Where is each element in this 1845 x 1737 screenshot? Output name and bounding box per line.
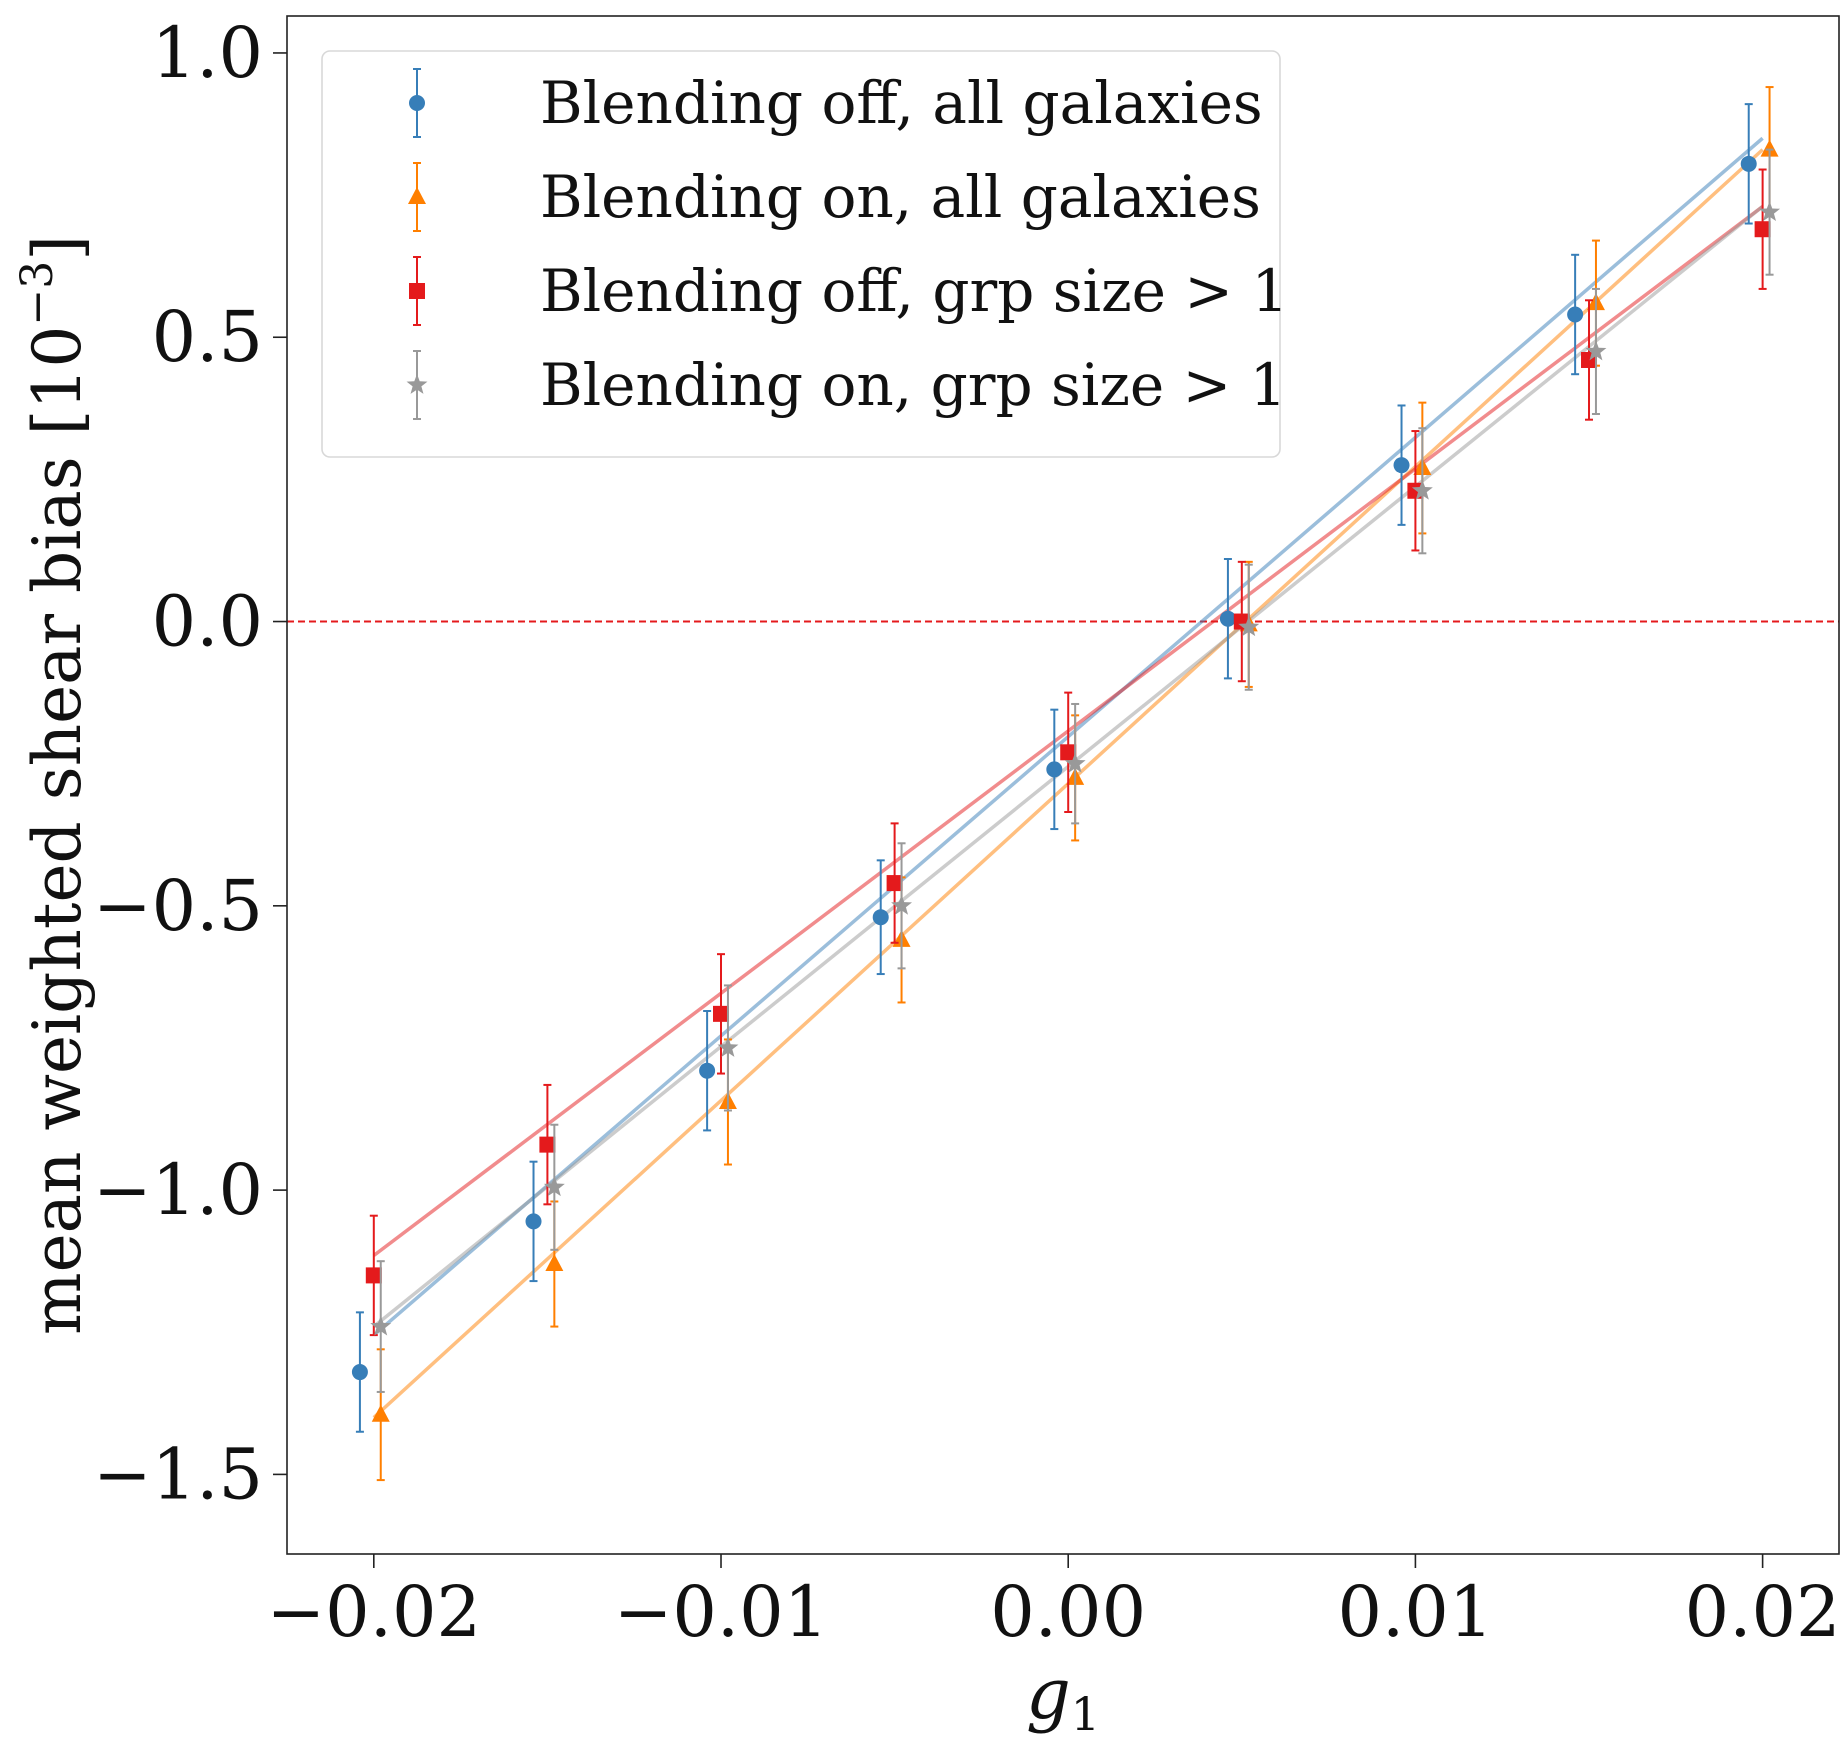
y-tick-label: −0.5: [93, 865, 263, 947]
x-axis-label: g1: [1026, 1653, 1100, 1737]
data-point-series-3-4: [886, 822, 903, 944]
marker-circle: [1046, 761, 1063, 778]
marker-circle: [1393, 457, 1410, 474]
legend-entry-2: Blending on, all galaxies: [408, 162, 1261, 232]
data-point-series-1-2: [525, 1160, 542, 1283]
data-point-series-1-5: [1046, 708, 1063, 831]
data-point-series-4-2: [543, 1123, 565, 1251]
x-axis-label-subscript: 1: [1071, 1687, 1100, 1737]
data-point-series-3-5: [1060, 691, 1077, 814]
y-tick-label: 0.0: [152, 581, 263, 663]
marker-star: [1238, 616, 1260, 637]
marker-circle: [1219, 610, 1236, 627]
marker-star: [891, 894, 913, 915]
marker-square: [713, 1005, 730, 1022]
legend-label: Blending off, all galaxies: [540, 69, 1263, 137]
data-point-series-1-9: [1740, 103, 1757, 225]
marker-square: [1754, 221, 1771, 238]
y-tick-label: 1.0: [152, 12, 263, 94]
data-point-series-4-4: [891, 842, 913, 970]
marker-star: [1064, 752, 1086, 773]
x-tick-label: 0.00: [990, 1571, 1146, 1653]
data-point-series-1-7: [1393, 404, 1410, 526]
marker-star: [1411, 479, 1433, 500]
x-tick-label: −0.01: [614, 1571, 829, 1653]
data-point-series-4-8: [1585, 287, 1607, 416]
legend-entry-1: Blending off, all galaxies: [409, 68, 1263, 138]
data-point-series-4-1: [370, 1260, 392, 1393]
marker-star: [717, 1036, 739, 1057]
marker-triangle: [545, 1254, 564, 1272]
marker-circle: [1567, 306, 1584, 323]
data-point-series-4-3: [717, 984, 739, 1112]
data-point-series-3-1: [365, 1214, 382, 1337]
legend-entry-3: Blending off, grp size > 1: [409, 256, 1288, 326]
x-tick-label: 0.01: [1337, 1571, 1493, 1653]
data-point-series-1-3: [699, 1010, 716, 1132]
legend-entry-4: Blending on, grp size > 1: [406, 350, 1287, 420]
y-axis-label-close: ]: [19, 235, 96, 261]
legend: Blending off, all galaxies Blending on, a…: [321, 50, 1288, 458]
plot-area: [287, 86, 1839, 1482]
x-tick-label: 0.02: [1685, 1571, 1841, 1653]
marker-triangle: [371, 1404, 390, 1422]
data-point-series-4-6: [1238, 563, 1260, 691]
marker-square: [365, 1267, 382, 1284]
marker-triangle: [1760, 139, 1779, 157]
marker-circle: [525, 1213, 542, 1230]
marker-star: [1759, 201, 1781, 222]
data-point-series-1-6: [1219, 557, 1236, 680]
y-axis-label-exponent: −3: [12, 261, 63, 326]
y-tick-label: 0.5: [152, 296, 263, 378]
legend-marker-triangle: [408, 187, 426, 204]
legend-label: Blending on, grp size > 1: [540, 351, 1287, 419]
legend-marker-star: [406, 374, 428, 394]
y-axis-label: mean weighted shear bias [10−3]: [12, 235, 96, 1335]
data-point-series-4-7: [1411, 427, 1433, 555]
marker-star: [1585, 340, 1607, 361]
data-point-series-1-1: [351, 1311, 368, 1433]
marker-circle: [872, 909, 889, 926]
data-point-series-4-5: [1064, 702, 1086, 825]
axes-frame: [286, 15, 1840, 1555]
legend-marker-circle: [409, 95, 425, 111]
x-tick-label: −0.02: [267, 1571, 482, 1653]
legend-box: [321, 50, 1281, 458]
marker-star: [370, 1315, 392, 1336]
legend-marker-square: [409, 283, 425, 299]
legend-label: Blending off, grp size > 1: [540, 257, 1288, 325]
y-tick-label: −1.0: [93, 1149, 263, 1231]
data-point-series-4-9: [1759, 148, 1781, 276]
legend-label: Blending on, all galaxies: [540, 163, 1261, 231]
marker-square: [1060, 744, 1077, 761]
axes: −0.02 −0.01 0.00 0.01 0.02 −1.5 −1.0 −0.5 0.0 0.5…: [93, 12, 1841, 1653]
y-tick-label: −1.5: [93, 1433, 263, 1515]
marker-circle: [351, 1364, 368, 1381]
marker-square: [539, 1136, 556, 1153]
data-point-series-3-9: [1754, 168, 1771, 290]
data-point-series-1-4: [872, 859, 889, 976]
data-point-series-3-3: [713, 953, 730, 1075]
marker-circle: [1740, 155, 1757, 172]
marker-star: [543, 1176, 565, 1197]
marker-circle: [699, 1062, 716, 1079]
marker-square: [886, 875, 903, 892]
data-point-series-1-8: [1567, 253, 1584, 376]
